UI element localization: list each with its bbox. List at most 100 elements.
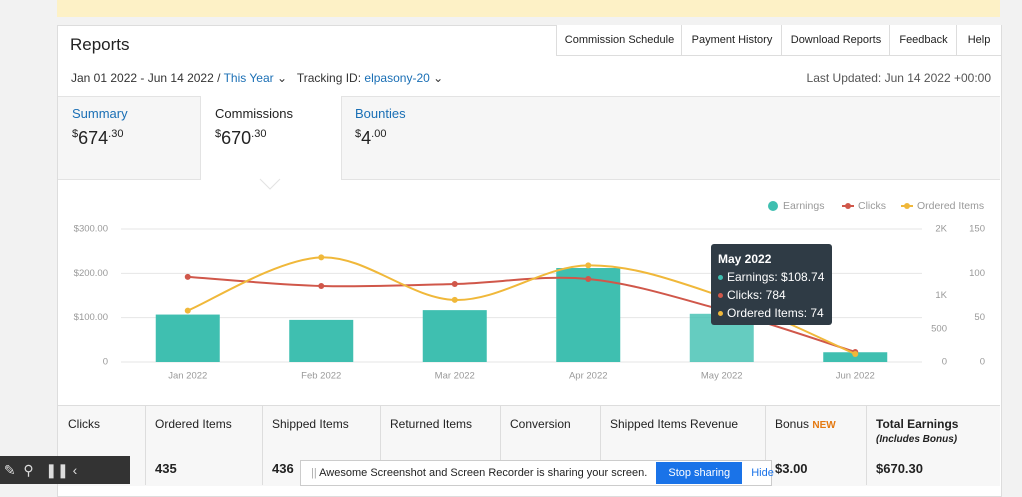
point <box>585 262 592 269</box>
point <box>318 254 325 261</box>
x-tick-label: Mar 2022 <box>435 371 475 382</box>
tick-label: 0 <box>980 357 985 368</box>
tooltip-row: Ordered Items: 74 <box>718 306 824 320</box>
header-text: Conversion <box>510 417 571 431</box>
legend-swatch <box>845 203 851 209</box>
column: Ordered Items 435 <box>145 405 263 485</box>
legend-label: Earnings <box>783 200 824 212</box>
legend-swatch <box>768 201 778 211</box>
last-updated: Last Updated: Jun 14 2022 +00:00 <box>806 71 991 85</box>
bar <box>422 310 487 362</box>
column: Shipped Items Revenue <box>600 405 766 485</box>
amount: 4 <box>361 128 372 148</box>
share-bar: || Awesome Screenshot and Screen Recorde… <box>300 460 774 486</box>
column: Total Earnings (Includes Bonus) $670.30 <box>866 405 1000 485</box>
column-header: Ordered Items <box>155 417 232 431</box>
bar <box>823 352 888 362</box>
bar <box>289 319 354 362</box>
header-text: Bonus <box>775 417 810 431</box>
date-text: Jan 01 2022 - Jun 14 2022 / <box>71 71 221 85</box>
banner <box>57 0 1000 17</box>
nav-button[interactable]: Commission Schedule <box>556 25 682 56</box>
header-text: Returned Items <box>390 417 473 431</box>
tab-label: Summary <box>72 106 128 121</box>
column-header: Shipped Items Revenue <box>610 417 738 431</box>
column-header: Total Earnings (Includes Bonus) <box>876 417 958 445</box>
tick-label: 150 <box>969 224 985 235</box>
nav-button[interactable]: Feedback <box>889 25 957 56</box>
column-header: Shipped Items <box>272 417 349 431</box>
tick-label: 2K <box>935 224 947 235</box>
tooltip-row: Clicks: 784 <box>718 288 786 302</box>
chart: 0 $100.00 $200.00 $300.00 0 500 1K 2K 0 50 100 150 J… <box>74 178 985 382</box>
currency: $ <box>215 128 222 140</box>
amount: 670 <box>221 128 252 148</box>
x-tick-label: Jan 2022 <box>168 371 207 382</box>
tab[interactable]: Bounties $4.00 <box>341 96 481 178</box>
tab-amount: $670.30 <box>215 128 266 149</box>
tracking-link[interactable]: elpasony-20 <box>364 71 430 85</box>
tab[interactable]: Summary $674.30 <box>58 96 198 178</box>
cell-value: 435 <box>155 461 177 476</box>
tick-label: $100.00 <box>74 312 108 323</box>
badge: NEW <box>812 420 836 431</box>
x-tick-label: Jun 2022 <box>836 371 875 382</box>
tracking-label: Tracking ID: <box>296 71 362 85</box>
nav-button[interactable]: Download Reports <box>781 25 890 56</box>
legend-label: Clicks <box>858 200 886 212</box>
column: Bonus NEW $3.00 <box>765 405 867 485</box>
tab-amount: $674.30 <box>72 128 123 149</box>
point <box>585 276 592 283</box>
point <box>852 351 859 358</box>
column-header: Clicks <box>68 417 100 431</box>
column-header: Returned Items <box>390 417 472 431</box>
tooltip-dot <box>718 275 723 281</box>
share-message: Awesome Screenshot and Screen Recorder i… <box>319 467 648 479</box>
x-tick-label: Apr 2022 <box>569 371 608 382</box>
tick-label: $300.00 <box>74 224 108 235</box>
tab[interactable]: Commissions $670.30 <box>200 96 342 180</box>
tooltip-dot <box>718 293 723 299</box>
currency: $ <box>355 128 362 140</box>
tick-label: 0 <box>103 357 108 368</box>
column: Clicks <box>58 405 146 485</box>
title: Reports <box>70 35 130 54</box>
hide-button[interactable]: Hide <box>751 467 774 479</box>
cell-value: $670.30 <box>876 461 923 476</box>
header-text: Shipped Items Revenue <box>610 417 739 431</box>
column: Shipped Items 436 <box>262 405 381 485</box>
column-header: Bonus NEW <box>775 417 836 431</box>
tooltip: May 2022 Earnings: $108.74 Clicks: 784 Orde… <box>711 244 832 325</box>
tab-pointer <box>259 178 281 190</box>
cents: .00 <box>371 128 387 140</box>
x-tick-label: May 2022 <box>701 371 743 382</box>
toolbar: ✎ ⚲ ❚❚ ‹ <box>0 456 130 484</box>
tick-label: 0 <box>942 357 947 368</box>
cell-value: 436 <box>272 461 294 476</box>
header-text: Ordered Items <box>155 417 232 431</box>
bar <box>155 314 220 362</box>
column: Returned Items <box>380 405 501 485</box>
bar <box>556 268 621 362</box>
period-link[interactable]: This Year <box>223 71 274 85</box>
tick-label: 500 <box>931 323 947 334</box>
note-text: (Includes Bonus) <box>876 434 958 445</box>
tick-label: 100 <box>969 268 985 279</box>
nav-button[interactable]: Help <box>956 25 1001 56</box>
tick-label: 1K <box>935 290 947 301</box>
stop-button[interactable]: Stop sharing <box>656 462 743 484</box>
tooltip-title: May 2022 <box>718 252 772 266</box>
cents: .30 <box>251 128 267 140</box>
tooltip-text: Clicks: 784 <box>727 288 786 302</box>
nav-button[interactable]: Payment History <box>681 25 782 56</box>
header-text: Shipped Items <box>272 417 349 431</box>
tooltip-text: Earnings: $108.74 <box>727 270 825 284</box>
header-text: Total Earnings <box>876 417 959 431</box>
note: (Includes Bonus) <box>876 434 958 445</box>
tab-label: Commissions <box>215 106 294 121</box>
legend-swatch <box>904 203 910 209</box>
point <box>184 307 191 314</box>
tick-label: 50 <box>974 312 985 323</box>
cents: .30 <box>108 128 124 140</box>
